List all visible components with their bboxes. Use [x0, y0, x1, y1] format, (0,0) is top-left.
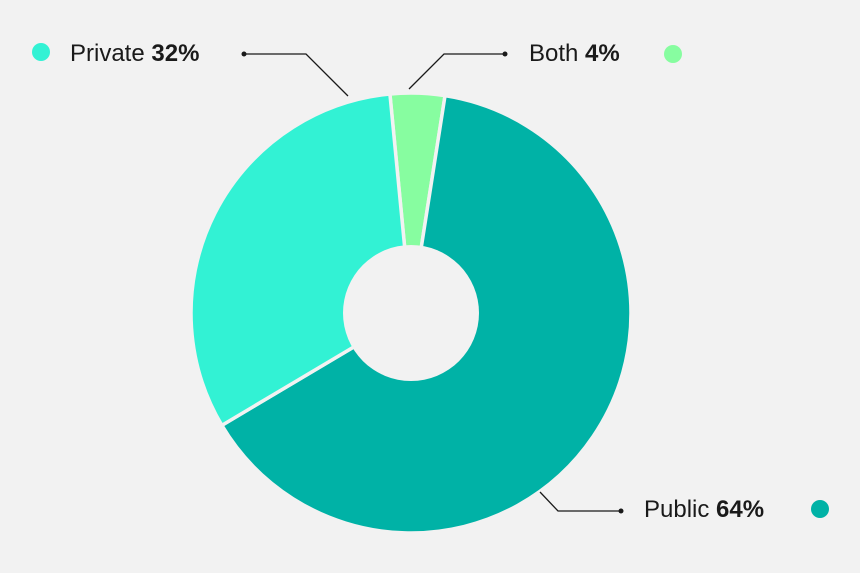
legend-private: Private 32%: [32, 40, 349, 97]
leader-line-both: [408, 53, 505, 90]
legend-label-private: Private 32%: [70, 40, 199, 67]
donut-hole: [343, 245, 479, 381]
legend-label-public: Public 64%: [644, 496, 764, 523]
leader-line-public: [539, 491, 621, 512]
leader-line-private: [244, 53, 349, 97]
legend-public: Public 64%: [539, 491, 829, 523]
legend-marker-both: [664, 45, 682, 63]
legend-both: Both 4%: [408, 40, 682, 90]
legend-marker-private: [32, 43, 50, 61]
legend-label-both: Both 4%: [529, 40, 620, 67]
legend-marker-public: [811, 500, 829, 518]
